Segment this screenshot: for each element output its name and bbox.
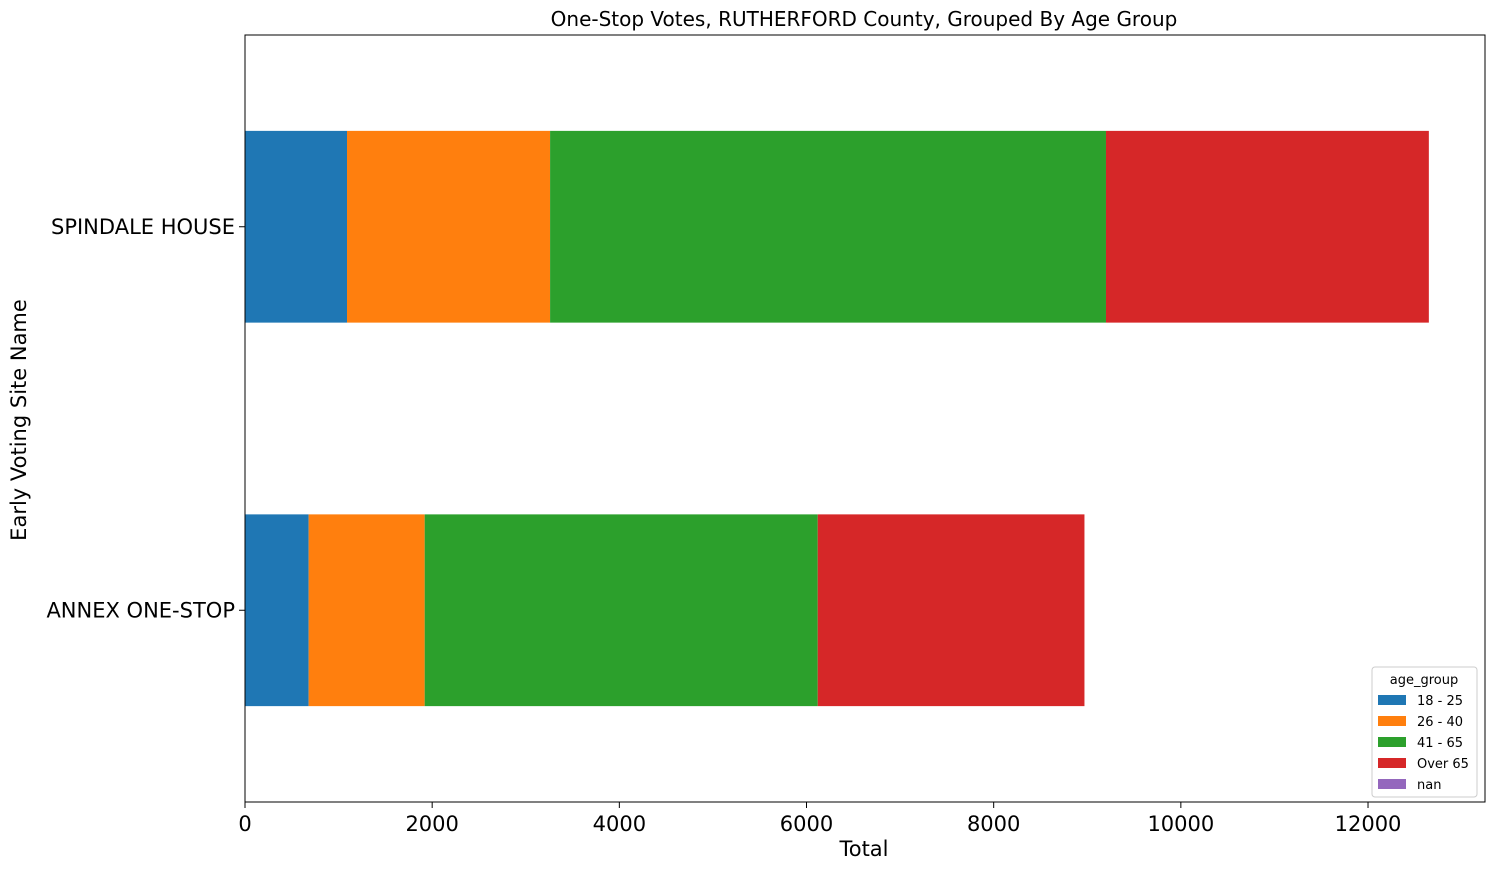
legend-swatch [1378, 695, 1406, 705]
bar-segment [1105, 130, 1429, 323]
bar-segment [245, 130, 348, 323]
x-tick-label: 8000 [967, 812, 1020, 836]
bar-segment [817, 514, 1085, 707]
legend-label: 26 - 40 [1417, 715, 1463, 730]
legend-title: age_group [1390, 673, 1458, 688]
legend-swatch [1378, 758, 1406, 768]
chart-title: One-Stop Votes, RUTHERFORD County, Group… [551, 7, 1178, 31]
legend-label: Over 65 [1417, 757, 1469, 772]
legend-label: 41 - 65 [1417, 736, 1463, 751]
x-axis-ticks: 0 2000 4000 6000 8000 10000 12000 [238, 802, 1401, 836]
y-axis-ticks: ANNEX ONE-STOP SPINDALE HOUSE [46, 215, 245, 622]
legend-swatch [1378, 716, 1406, 726]
y-tick-label: SPINDALE HOUSE [51, 215, 235, 239]
plot-frame [244, 34, 1486, 803]
legend-label: 18 - 25 [1417, 694, 1463, 709]
x-tick-label: 2000 [405, 812, 458, 836]
x-axis-label: Total [838, 837, 888, 861]
x-tick-label: 4000 [593, 812, 646, 836]
legend-items: 18 - 25 26 - 40 41 - 65 Over 65 nan [1378, 694, 1469, 793]
bar-segment [245, 514, 309, 707]
bar-segment [308, 514, 425, 707]
bar-segment [550, 130, 1106, 323]
y-axis-label: Early Voting Site Name [7, 299, 31, 541]
y-tick-label: ANNEX ONE-STOP [46, 598, 235, 622]
legend-label: nan [1417, 778, 1441, 793]
bar-segment [424, 514, 818, 707]
x-tick-label: 0 [238, 812, 251, 836]
legend: age_group 18 - 25 26 - 40 41 - 65 Over 65 na… [1371, 666, 1478, 798]
legend-swatch [1378, 737, 1406, 747]
x-tick-label: 10000 [1147, 812, 1214, 836]
bar-segment [347, 130, 551, 323]
legend-swatch [1378, 779, 1406, 789]
x-tick-label: 12000 [1335, 812, 1402, 836]
bars-layer [245, 130, 1429, 707]
x-tick-label: 6000 [780, 812, 833, 836]
